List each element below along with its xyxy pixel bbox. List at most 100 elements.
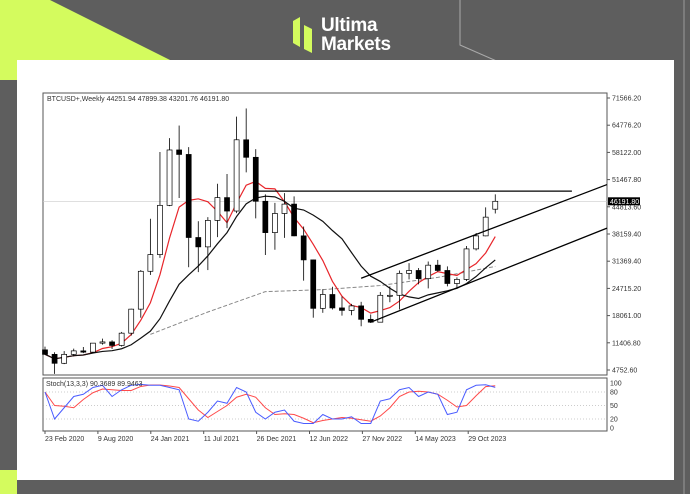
candle: [252, 149, 259, 219]
x-tick-label: 14 May 2023: [415, 436, 456, 443]
y-tick-label: 38159.40: [612, 232, 641, 239]
candle: [185, 147, 192, 268]
main-plot-frame: [42, 92, 608, 376]
trendline-channel-upper: [360, 183, 608, 279]
y-tick-label: 51467.80: [612, 177, 641, 184]
candle-body: [109, 341, 115, 346]
candle: [109, 340, 115, 350]
candle: [329, 286, 336, 310]
candle: [300, 226, 307, 281]
candle: [473, 233, 479, 251]
chart-panel: BTCUSD+,Weekly 44251.94 47899.38 43201.7…: [17, 60, 674, 480]
candle: [147, 218, 154, 275]
candle-body: [473, 235, 479, 250]
x-tick-label: 29 Oct 2023: [468, 436, 506, 443]
stoch-axis-label: 100: [610, 381, 622, 388]
candle-body: [396, 272, 403, 296]
x-tick-label: 11 Jul 2021: [204, 436, 240, 443]
x-tick-label: 12 Jun 2022: [310, 436, 349, 443]
candle-body: [137, 270, 144, 310]
candle: [358, 301, 364, 327]
candle-body: [90, 342, 96, 353]
x-tick-label: 24 Jan 2021: [151, 436, 190, 443]
y-tick-label: 4752.60: [612, 368, 637, 375]
y-tick-label: 24715.20: [612, 286, 641, 293]
candle-body: [300, 235, 307, 261]
candle: [90, 342, 96, 354]
candle-body: [70, 350, 77, 355]
y-tick-label: 31369.40: [612, 259, 641, 266]
candle-body: [415, 270, 422, 279]
candle-body: [195, 237, 202, 248]
candle: [434, 259, 441, 272]
candle-body: [482, 216, 489, 237]
candle-body: [434, 264, 441, 271]
candle: [444, 266, 451, 287]
candle-body: [243, 139, 250, 158]
candle-body: [233, 139, 240, 212]
y-tick-label: 18061.00: [612, 313, 641, 320]
candle: [387, 286, 393, 303]
stoch-axis-label: 0: [610, 426, 614, 433]
candle-body: [80, 350, 87, 353]
candle: [281, 193, 288, 238]
candle: [205, 217, 211, 271]
candle: [425, 261, 432, 289]
candle: [310, 259, 317, 318]
y-tick-label: 64776.20: [612, 123, 641, 130]
candle-body: [454, 279, 460, 284]
candle-body: [118, 332, 125, 346]
y-tick-label: 58122.00: [612, 150, 641, 157]
candle-body: [387, 294, 393, 297]
current-price-label: 46191.80: [610, 199, 639, 206]
candle-body: [492, 200, 499, 210]
candle-body: [425, 264, 432, 279]
candle-body: [444, 270, 451, 284]
candle-body: [358, 305, 364, 320]
candle: [42, 346, 48, 355]
candle-body: [157, 204, 163, 255]
candle: [51, 352, 58, 374]
candle: [319, 289, 326, 313]
candle-body: [377, 294, 384, 323]
brand-line1: Ultima: [321, 15, 378, 36]
candle-body: [224, 197, 230, 212]
candle-body: [272, 213, 278, 233]
trendline-channel-lower: [370, 227, 608, 323]
candle-body: [99, 341, 106, 344]
stoch-axis-label: 80: [610, 390, 618, 397]
candle-body: [291, 203, 297, 237]
stoch-k-line: [44, 383, 496, 424]
logo-mark-icon: [293, 17, 312, 53]
candle: [224, 173, 230, 229]
price-chart[interactable]: BTCUSD+,Weekly 44251.94 47899.38 43201.7…: [17, 60, 674, 480]
candle: [291, 196, 297, 237]
candle: [99, 338, 106, 345]
x-tick-label: 27 Nov 2022: [362, 436, 402, 443]
stoch-d-line: [44, 384, 496, 424]
candle: [214, 183, 221, 238]
candle-body: [329, 294, 336, 309]
candle-body: [214, 197, 221, 221]
candle: [492, 194, 499, 214]
candle-body: [281, 203, 288, 214]
y-tick-label: 11406.80: [612, 340, 641, 347]
candle: [128, 308, 135, 336]
candle-body: [348, 305, 355, 311]
candle-body: [147, 254, 154, 272]
candle-body: [42, 349, 48, 355]
candle-body: [262, 200, 269, 233]
candle: [454, 277, 460, 288]
candle-body: [51, 353, 58, 364]
candle: [195, 221, 202, 273]
candle: [166, 138, 173, 207]
stoch-plot-frame: [42, 377, 608, 432]
x-tick-label: 9 Aug 2020: [98, 436, 134, 443]
candle: [176, 125, 182, 199]
x-tick-label: 23 Feb 2020: [45, 436, 84, 443]
candle-body: [185, 154, 192, 238]
y-tick-label: 71566.20: [612, 96, 641, 103]
candle-body: [61, 353, 68, 364]
stoch-axis-label: 50: [610, 403, 618, 410]
candle: [70, 348, 77, 357]
